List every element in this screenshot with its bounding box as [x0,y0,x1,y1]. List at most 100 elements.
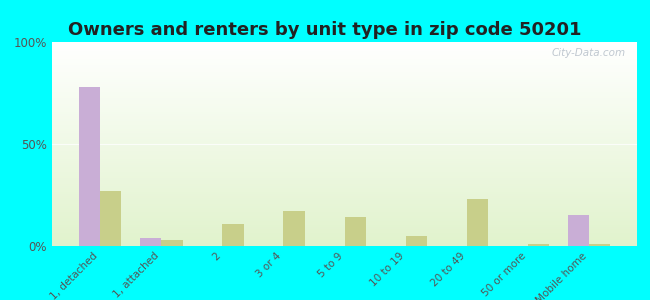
Bar [52,191,637,193]
Bar [52,73,637,75]
Bar [52,181,637,183]
Bar [52,169,637,170]
Bar [52,70,637,73]
Bar [52,111,637,113]
Bar [52,48,637,50]
Bar [52,119,637,122]
Bar [52,109,637,111]
Bar [52,87,637,89]
Bar [52,172,637,175]
Bar [222,224,244,246]
Bar [52,89,637,91]
Bar [52,56,637,58]
Bar [52,177,637,179]
Bar [52,44,637,46]
Bar [52,95,637,97]
Bar [52,85,637,87]
Bar [528,244,549,246]
Bar [52,207,637,209]
Text: Owners and renters by unit type in zip code 50201: Owners and renters by unit type in zip c… [68,21,582,39]
Bar [52,83,637,85]
Bar [52,183,637,185]
Bar [52,91,637,93]
Bar [52,140,637,142]
Bar [52,99,637,101]
Bar [52,215,637,217]
Bar [52,179,637,181]
Bar [52,154,637,156]
Bar [52,46,637,48]
Bar [52,232,637,234]
Bar [52,128,637,130]
Bar [52,234,637,236]
Bar [52,50,637,52]
Bar [52,170,637,172]
Bar [52,221,637,224]
Bar [52,162,637,164]
Bar [52,103,637,105]
Bar [52,238,637,240]
Bar [52,244,637,246]
Bar [52,105,637,107]
Bar [52,146,637,148]
Bar [52,187,637,189]
Bar [52,195,637,197]
Bar [52,218,637,220]
Bar [52,81,637,83]
Bar [52,230,637,232]
Bar [52,156,637,158]
Bar [52,185,637,187]
Bar [79,87,100,246]
Bar [52,67,637,68]
Bar [52,101,637,103]
Bar [52,113,637,116]
Bar [52,197,637,199]
Bar [467,199,488,246]
Bar [589,244,610,246]
Bar [283,211,305,246]
Bar [140,238,161,246]
Bar [52,189,637,191]
Bar [52,93,637,95]
Bar [52,126,637,128]
Bar [52,60,637,62]
Bar [52,213,637,215]
Bar [52,79,637,81]
Bar [52,158,637,160]
Bar [52,116,637,118]
Bar [52,220,637,221]
Bar [52,226,637,228]
Bar [52,107,637,109]
Bar [52,152,637,154]
Bar [52,228,637,230]
Bar [52,199,637,201]
Bar [52,138,637,140]
Bar [161,240,183,246]
Bar [52,240,637,242]
Bar [52,142,637,144]
Bar [52,68,637,70]
Bar [406,236,427,246]
Bar [52,52,637,54]
Bar [52,42,637,44]
Bar [52,242,637,244]
Bar [52,132,637,134]
Bar [52,201,637,203]
Bar [52,54,637,56]
Bar [52,64,637,67]
Text: City-Data.com: City-Data.com [551,48,625,58]
Bar [52,211,637,213]
Bar [52,150,637,152]
Bar [344,218,366,246]
Bar [52,77,637,79]
Bar [52,205,637,207]
Bar [52,203,637,205]
Bar [52,136,637,138]
Bar [52,164,637,166]
Bar [52,75,637,77]
Bar [52,144,637,146]
Bar [52,124,637,126]
Bar [52,62,637,64]
Bar [52,118,637,119]
Bar [52,58,637,60]
